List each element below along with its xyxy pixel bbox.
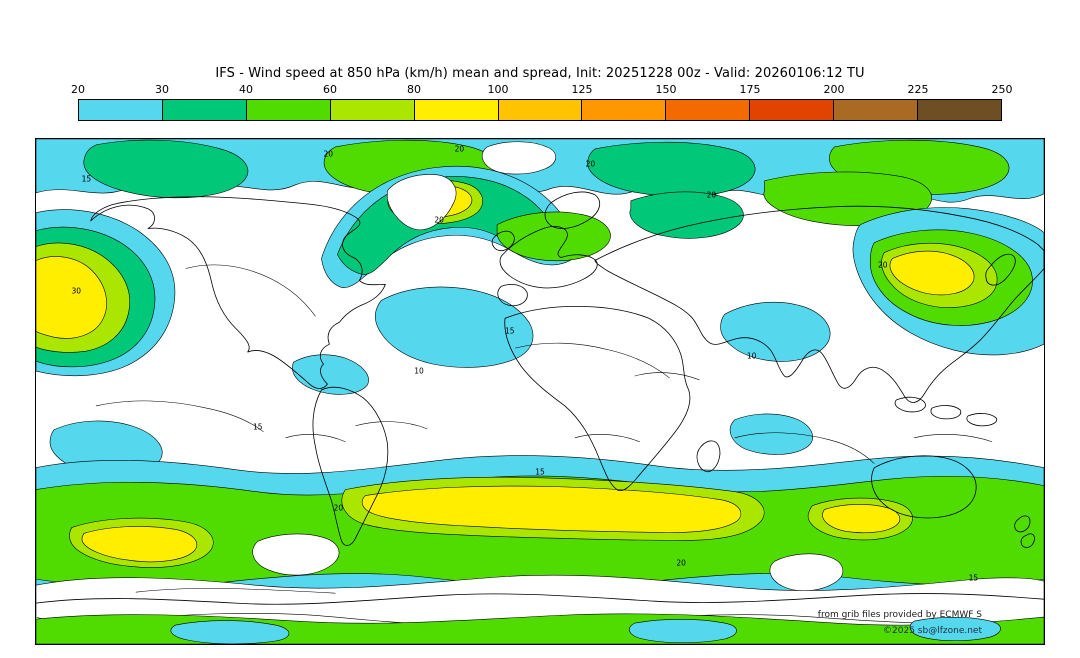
- colorbar-segment: [917, 100, 1001, 120]
- colorbar-segment: [497, 100, 582, 120]
- colorbar-tick-label: 40: [239, 83, 253, 96]
- colorbar-tick-label: 225: [907, 83, 929, 96]
- colorbar-ticks: 20 30 40 60 80 100 125 150 175 200 225 250: [71, 82, 1013, 97]
- colorbar-segment: [79, 100, 162, 120]
- colorbar: 20 30 40 60 80 100 125 150 175 200 225 250: [71, 82, 1013, 121]
- coastlines: [36, 191, 1044, 605]
- colorbar-bar: [78, 99, 1002, 121]
- credit-copyright: ©2025 sb@lfzone.net: [883, 626, 982, 636]
- colorbar-segment: [833, 100, 918, 120]
- world-map: 15 20 20 20 20 20 30 20 15 10 10 15 15 20 20 15 from gr…: [35, 138, 1045, 645]
- colorbar-tick-label: 200: [823, 83, 845, 96]
- colorbar-tick-label: 150: [655, 83, 677, 96]
- chart-title: IFS - Wind speed at 850 hPa (km/h) mean …: [215, 66, 865, 81]
- colorbar-segment: [413, 100, 498, 120]
- colorbar-tick-label: 60: [323, 83, 337, 96]
- colorbar-tick-label: 20: [71, 83, 85, 96]
- colorbar-tick-label: 80: [407, 83, 421, 96]
- map-svg: [36, 139, 1044, 644]
- colorbar-tick-label: 250: [991, 83, 1013, 96]
- colorbar-tick-label: 125: [571, 83, 593, 96]
- colorbar-segment: [665, 100, 750, 120]
- colorbar-segment: [749, 100, 834, 120]
- colorbar-segment: [329, 100, 414, 120]
- credit-grib-source: from grib files provided by ECMWF S: [817, 610, 982, 620]
- colorbar-tick-label: 175: [739, 83, 761, 96]
- colorbar-segment: [161, 100, 246, 120]
- colorbar-tick-label: 30: [155, 83, 169, 96]
- wind-speed-filled-contours: [36, 139, 1044, 644]
- colorbar-segment: [581, 100, 666, 120]
- colorbar-tick-label: 100: [487, 83, 509, 96]
- spread-contour-lines: [95, 264, 993, 594]
- colorbar-segment: [245, 100, 330, 120]
